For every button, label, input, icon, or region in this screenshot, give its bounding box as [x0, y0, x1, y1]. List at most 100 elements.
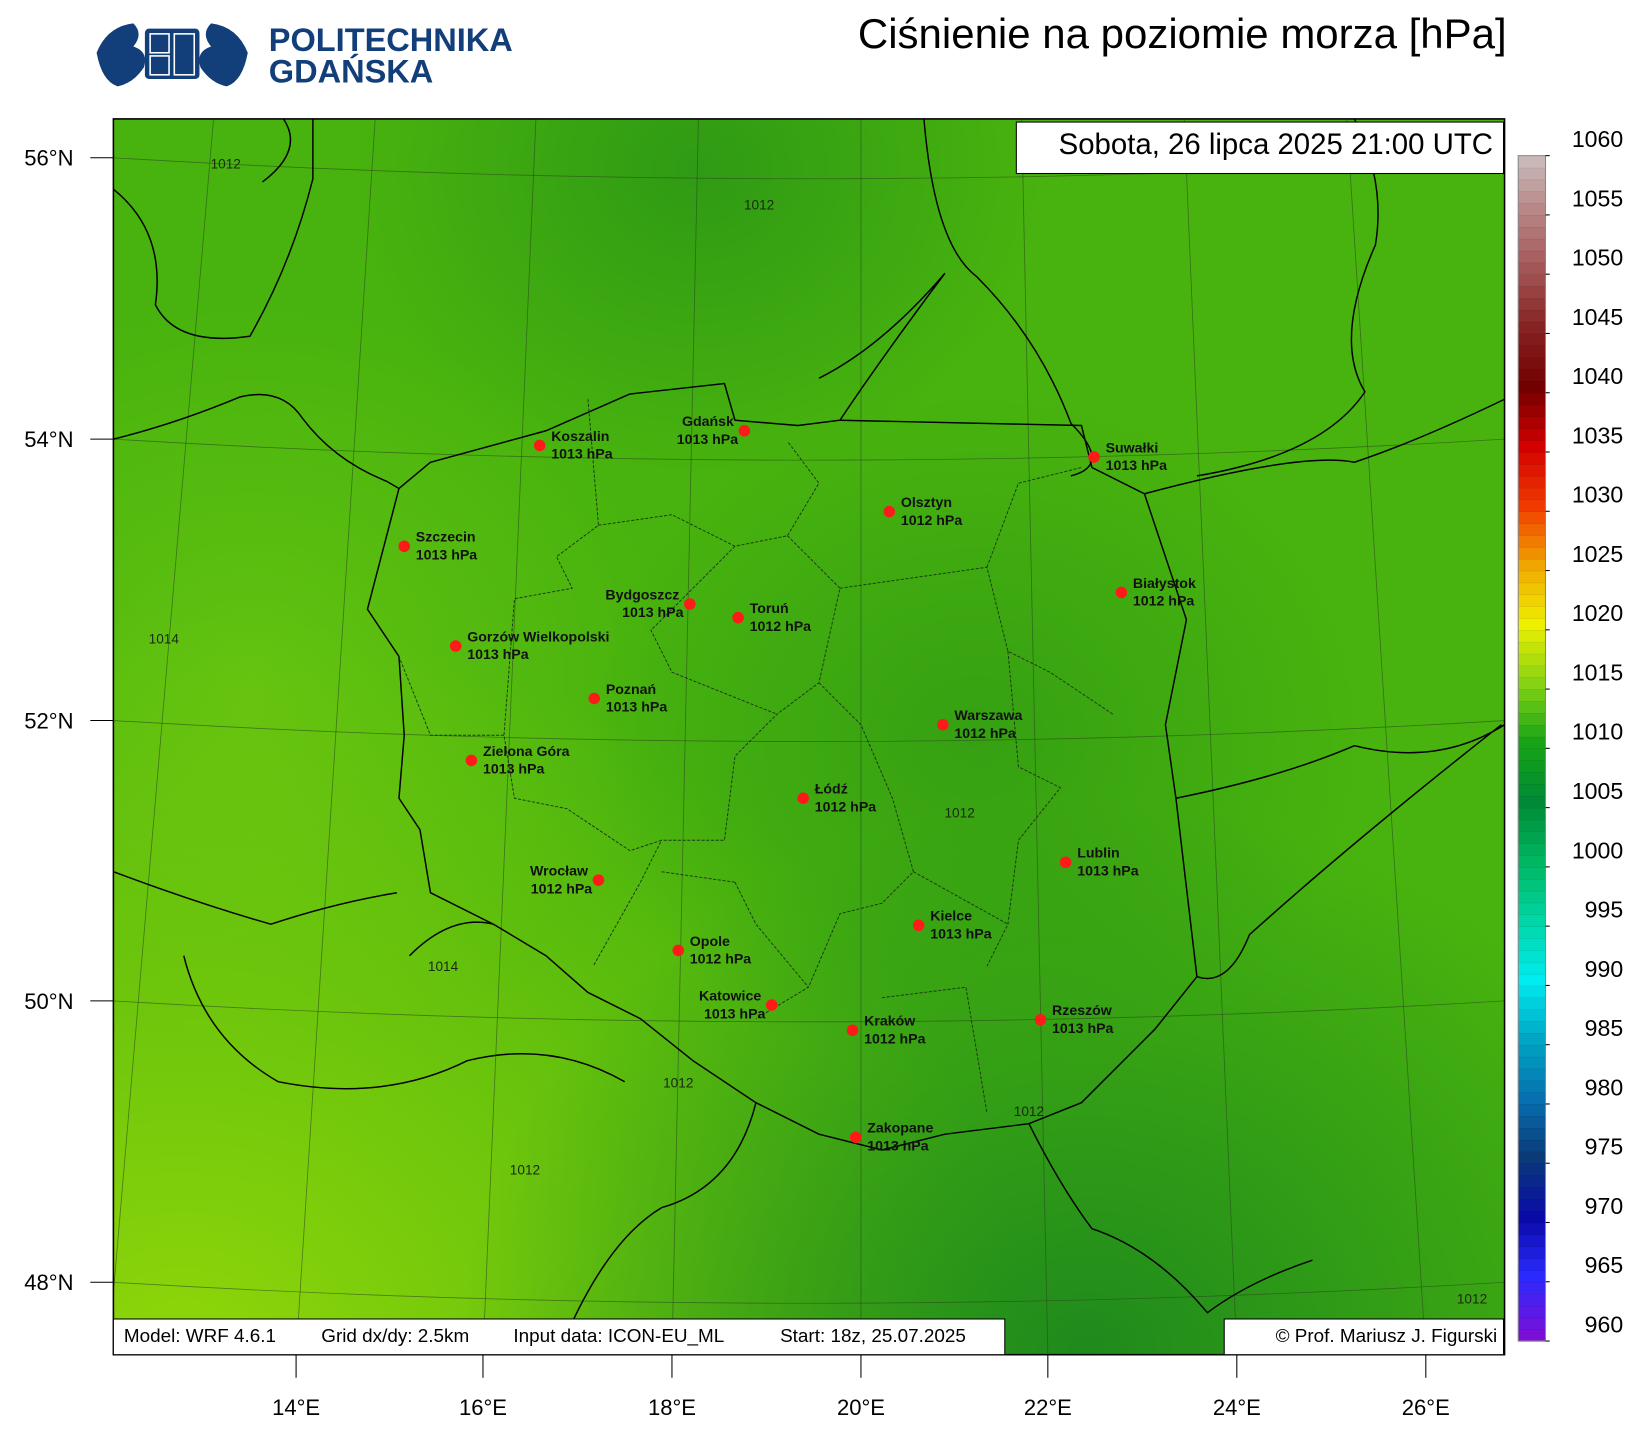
footer-model: Model: WRF 4.6.1: [124, 1326, 276, 1347]
colorbar-step: [1517, 1139, 1546, 1153]
colorbar-step: [1517, 570, 1546, 584]
colorbar-step: [1517, 1151, 1546, 1165]
colorbar-step: [1517, 1044, 1546, 1058]
colorbar-step: [1517, 1008, 1546, 1022]
city: Koszalin 1013 hPa: [533, 429, 613, 463]
colorbar-step: [1517, 1091, 1546, 1105]
colorbar-step: [1517, 321, 1546, 335]
lat-label: 52°N: [24, 708, 73, 733]
colorbar-step: [1517, 1245, 1546, 1259]
timestamp-box: [1015, 121, 1505, 175]
country-border: [113, 398, 1505, 1334]
city-dot: [588, 692, 601, 705]
logo-emblem: [96, 23, 248, 87]
city-pressure: 1013 hPa: [704, 1006, 766, 1022]
city-dot: [849, 1131, 862, 1144]
city-name: Warszawa: [954, 708, 1022, 724]
logo: POLITECHNIKA GDAŃSKA: [96, 22, 513, 89]
contour-label: 1012: [1014, 1104, 1044, 1119]
colorbar-step: [1517, 617, 1546, 631]
colorbar-label: 990: [1585, 956, 1624, 982]
city-dot: [592, 874, 605, 886]
parallel: [113, 1281, 1505, 1304]
colorbar: 960 965 970 975 980 985 990 995 1000 1005 1010 1015…: [1517, 126, 1624, 1342]
contour-label: 1012: [510, 1163, 540, 1178]
meridian: [0, 119, 52, 1355]
city-pressure: 1012 hPa: [1133, 594, 1195, 610]
city: Gdańsk 1013 hPa: [677, 414, 751, 448]
colorbar-step: [1517, 736, 1546, 750]
coastline: [113, 118, 314, 340]
colorbar-step: [1517, 190, 1546, 204]
city-name: Wrocław: [530, 863, 589, 879]
colorbar-label: 985: [1585, 1015, 1624, 1041]
logo-line1: POLITECHNIKA: [269, 22, 513, 58]
city-dot: [684, 598, 696, 610]
colorbar-step: [1517, 593, 1546, 607]
meridian: [1021, 118, 1049, 1355]
meridian: [295, 118, 376, 1355]
colorbar-step: [1517, 819, 1546, 833]
city-name: Toruń: [750, 601, 789, 617]
colorbar-step: [1517, 1174, 1546, 1188]
colorbar-step: [1517, 179, 1546, 193]
city-name: Gdańsk: [682, 414, 734, 430]
lon-label: 26°E: [1402, 1395, 1450, 1420]
city-pressure: 1013 hPa: [483, 762, 545, 778]
city-dot: [465, 754, 478, 767]
colorbar-label: 1055: [1572, 185, 1623, 211]
colorbar-step: [1517, 582, 1546, 596]
city-pressure: 1012 hPa: [531, 881, 593, 897]
colorbar-step: [1517, 558, 1546, 572]
colorbar-step: [1517, 1305, 1546, 1319]
city-pressure: 1012 hPa: [750, 619, 812, 635]
colorbar-step: [1517, 1079, 1546, 1093]
city-pressure: 1013 hPa: [1106, 458, 1168, 474]
colorbar-step: [1517, 783, 1546, 797]
city-pressure: 1013 hPa: [1077, 863, 1139, 879]
colorbar-step: [1517, 1210, 1546, 1224]
city-pressure: 1013 hPa: [606, 700, 668, 716]
colorbar-step: [1517, 202, 1546, 216]
city-pressure: 1013 hPa: [677, 432, 739, 448]
contour-labels: 1012 1012 1014 1012 1014 1012 1012 1012 1012: [149, 157, 1488, 1307]
colorbar-label: 1010: [1572, 719, 1623, 745]
colorbar-step: [1517, 262, 1546, 275]
city-dot: [738, 424, 751, 437]
colorbar-label: 1000: [1572, 837, 1623, 863]
colorbar-step: [1517, 949, 1546, 963]
city-name: Szczecin: [416, 530, 476, 546]
axes: 56°N 54°N 52°N 50°N 48°N 14°E 16°E 18°E 20°E 22°E…: [24, 146, 1450, 1420]
colorbar-step: [1517, 511, 1546, 524]
city: Opole 1012 hPa: [672, 934, 751, 968]
colorbar-step: [1517, 795, 1546, 809]
colorbar-step: [1517, 1234, 1546, 1247]
city-pressure: 1013 hPa: [867, 1139, 929, 1155]
city-name: Zakopane: [867, 1121, 933, 1137]
colorbar-step: [1517, 238, 1546, 252]
city-dot: [1088, 451, 1100, 463]
coastline: [113, 272, 946, 490]
city-name: Koszalin: [551, 429, 609, 445]
city-dot: [1115, 586, 1128, 599]
meridian: [1346, 118, 1427, 1355]
colorbar-label: 995: [1585, 897, 1624, 923]
city-dot: [765, 999, 778, 1011]
colorbar-step: [1517, 748, 1546, 761]
colorbar-step: [1517, 333, 1546, 347]
colorbar-step: [1517, 416, 1546, 430]
city: Warszawa 1012 hPa: [937, 708, 1022, 742]
colorbar-label: 1045: [1572, 304, 1623, 330]
colorbar-step: [1517, 937, 1546, 951]
colorbar-step: [1517, 463, 1546, 477]
city-pressure: 1013 hPa: [1052, 1021, 1114, 1037]
colorbar-step: [1517, 1257, 1546, 1271]
city-name: Rzeszów: [1052, 1003, 1113, 1019]
colorbar-step: [1517, 499, 1546, 513]
city-dot: [797, 792, 809, 804]
city-pressure: 1013 hPa: [551, 447, 613, 463]
